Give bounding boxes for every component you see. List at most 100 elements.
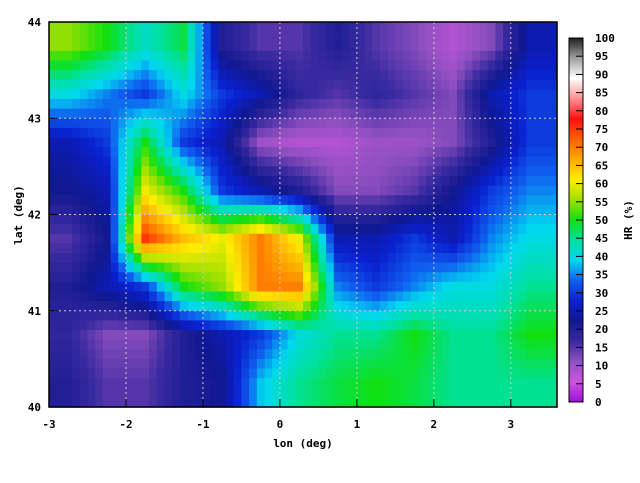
heatmap-cell — [226, 147, 235, 158]
heatmap-cell — [333, 339, 343, 350]
heatmap-cell — [387, 378, 396, 389]
heatmap-cell — [441, 320, 450, 331]
heatmap-cell — [172, 108, 181, 119]
heatmap-cell — [418, 262, 427, 273]
heatmap-cell — [510, 233, 520, 244]
heatmap-cell — [433, 310, 443, 321]
heatmap-cell — [87, 349, 96, 360]
heatmap-cell — [87, 166, 96, 177]
heatmap-cell — [510, 262, 520, 273]
heatmap-cell — [87, 320, 96, 331]
heatmap-cell — [141, 60, 150, 71]
heatmap-cell — [533, 378, 543, 389]
heatmap-cell — [141, 89, 150, 100]
heatmap-cell — [303, 50, 312, 62]
heatmap-cell — [287, 137, 296, 148]
heatmap-cell — [487, 310, 497, 321]
heatmap-cell — [549, 31, 558, 42]
heatmap-cell — [449, 147, 458, 158]
heatmap-cell — [372, 224, 381, 235]
heatmap-cell — [310, 330, 319, 341]
heatmap-cell — [218, 253, 227, 264]
heatmap-cell — [372, 378, 381, 389]
heatmap-cell — [403, 301, 412, 312]
colorbar-label: HR (%) — [622, 200, 635, 240]
heatmap-cell — [49, 176, 58, 187]
heatmap-cell — [487, 301, 497, 312]
heatmap-cell — [403, 349, 412, 360]
heatmap-cell — [318, 60, 327, 71]
heatmap-cell — [441, 41, 450, 52]
heatmap-cell — [264, 281, 273, 293]
heatmap-cell — [87, 301, 96, 312]
heatmap-cell — [287, 330, 296, 341]
heatmap-cell — [387, 108, 396, 119]
heatmap-cell — [464, 79, 473, 90]
heatmap-cell — [518, 41, 527, 52]
heatmap-cell — [133, 127, 142, 139]
heatmap-cell — [456, 281, 466, 293]
heatmap-cell — [456, 320, 466, 331]
heatmap-cell — [456, 195, 466, 206]
heatmap-cell — [303, 195, 312, 206]
heatmap-cell — [241, 137, 250, 148]
heatmap-cell — [349, 50, 358, 62]
heatmap-cell — [441, 137, 450, 148]
heatmap-cell — [433, 79, 443, 90]
heatmap-cell — [487, 22, 497, 33]
heatmap-cell — [264, 349, 273, 360]
heatmap-cell — [503, 60, 512, 71]
heatmap-cell — [210, 224, 219, 235]
heatmap-cell — [326, 147, 335, 158]
heatmap-cell — [156, 41, 166, 52]
heatmap-cell — [395, 272, 404, 283]
heatmap-cell — [125, 243, 135, 254]
heatmap-cell — [125, 397, 135, 408]
heatmap-cell — [487, 195, 497, 206]
heatmap-cell — [156, 89, 166, 100]
heatmap-cell — [387, 291, 396, 302]
heatmap-cell — [364, 253, 373, 264]
colorbar-tick-label: 90 — [595, 68, 608, 81]
heatmap-cell — [172, 301, 181, 312]
heatmap-cell — [495, 387, 504, 398]
heatmap-cell — [156, 378, 166, 389]
heatmap-cell — [318, 224, 327, 235]
heatmap-cell — [364, 118, 373, 129]
heatmap-cell — [256, 397, 266, 408]
heatmap-cell — [264, 89, 273, 100]
heatmap-cell — [102, 118, 112, 129]
heatmap-cell — [487, 79, 497, 90]
heatmap-cell — [403, 79, 412, 90]
heatmap-cell — [241, 60, 250, 71]
heatmap-cell — [418, 195, 427, 206]
heatmap-cell — [133, 387, 142, 398]
heatmap-cell — [310, 31, 319, 42]
heatmap-cell — [456, 358, 466, 370]
heatmap-cell — [79, 387, 89, 398]
heatmap-cell — [472, 156, 481, 167]
heatmap-cell — [149, 262, 158, 273]
heatmap-cell — [95, 22, 104, 33]
heatmap-cell — [387, 41, 396, 52]
heatmap-cell — [195, 378, 204, 389]
heatmap-cell — [118, 60, 127, 71]
heatmap-cell — [410, 349, 420, 360]
heatmap-cell — [241, 176, 250, 187]
heatmap-cell — [79, 349, 89, 360]
heatmap-cell — [426, 79, 435, 90]
heatmap-cell — [503, 31, 512, 42]
heatmap-cell — [487, 339, 497, 350]
heatmap-cell — [179, 204, 189, 216]
heatmap-cell — [303, 243, 312, 254]
heatmap-cell — [79, 99, 89, 110]
heatmap-cell — [333, 204, 343, 216]
heatmap-cell — [95, 253, 104, 264]
heatmap-cell — [249, 368, 258, 379]
heatmap-cell — [226, 358, 235, 370]
heatmap-cell — [495, 320, 504, 331]
heatmap-cell — [56, 185, 65, 196]
heatmap-cell — [218, 70, 227, 81]
heatmap-cell — [179, 137, 189, 148]
heatmap-cell — [49, 243, 58, 254]
